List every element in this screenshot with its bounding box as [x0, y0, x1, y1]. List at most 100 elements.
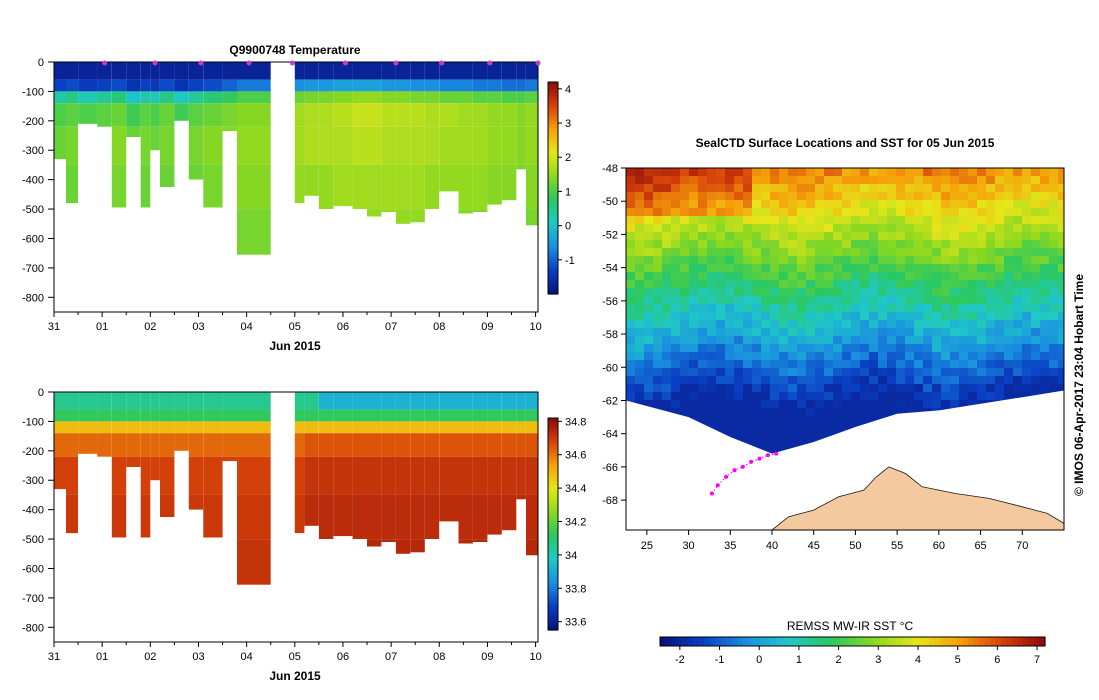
salinity-cell	[160, 421, 175, 434]
sst-colorbar-segment	[709, 637, 716, 646]
salinity-cell	[97, 409, 112, 422]
sst-cell	[716, 184, 726, 193]
sst-cell	[779, 224, 789, 233]
sst-cell	[1013, 360, 1023, 369]
sst-cell	[815, 176, 825, 185]
temperature-cell	[381, 91, 396, 104]
sst-cell	[1013, 248, 1023, 257]
temperature-colorbar-segment	[548, 255, 558, 260]
sst-cell	[770, 424, 780, 433]
profile-marker	[102, 60, 108, 66]
temperature-cell	[54, 91, 66, 104]
sst-cell	[761, 416, 771, 425]
x-tick-label: 01	[96, 651, 108, 663]
sst-cell	[734, 320, 744, 329]
salinity-cell	[318, 392, 334, 410]
sst-cell	[752, 192, 762, 201]
sst-cell	[824, 408, 834, 417]
sst-cell	[797, 376, 807, 385]
salinity-cell	[381, 433, 396, 457]
temperature-cell	[395, 209, 411, 224]
sst-cell	[626, 368, 636, 377]
sst-cell	[986, 336, 996, 345]
sst-cell	[716, 352, 726, 361]
sst-colorbar-segment	[979, 637, 986, 646]
salinity-cell	[237, 539, 271, 585]
sst-cell	[941, 256, 951, 265]
sst-cell	[734, 328, 744, 337]
sst-cell	[788, 208, 798, 217]
sst-cell	[788, 296, 798, 305]
sst-cell	[1058, 192, 1064, 201]
sst-cell	[671, 384, 681, 393]
sst-cell	[644, 184, 654, 193]
sst-cell	[752, 296, 762, 305]
temperature-colorbar-segment	[548, 131, 558, 136]
sst-cell	[860, 224, 870, 233]
sst-cell	[815, 200, 825, 209]
temperature-cell	[424, 79, 440, 92]
sst-cell	[977, 320, 987, 329]
sst-cell	[689, 336, 699, 345]
sst-colorbar-segment	[665, 637, 672, 646]
sst-colorbar-segment	[863, 637, 870, 646]
sst-cell	[788, 240, 798, 249]
sst-cell	[635, 368, 645, 377]
sst-cell	[1031, 256, 1041, 265]
sst-cell	[842, 176, 852, 185]
temperature-cell	[487, 62, 502, 80]
sst-cell	[1049, 272, 1059, 281]
temperature-cell	[473, 164, 488, 209]
salinity-cell	[473, 539, 488, 542]
salinity-colorbar-segment	[548, 485, 558, 490]
x-tick-label: 02	[144, 321, 156, 333]
sst-cell	[941, 208, 951, 217]
sst-cell	[689, 208, 699, 217]
sst-cell	[878, 336, 888, 345]
salinity-colorbar-segment	[548, 474, 558, 479]
salinity-cell	[174, 392, 189, 410]
sst-cell	[950, 304, 960, 313]
sst-cell	[761, 216, 771, 225]
salinity-cell	[516, 421, 526, 434]
sst-cell	[734, 224, 744, 233]
sst-cell	[671, 216, 681, 225]
sst-cell	[752, 256, 762, 265]
sst-cell	[698, 416, 708, 425]
sst-cell	[842, 416, 852, 425]
salinity-cell	[294, 494, 305, 534]
sst-cell	[896, 280, 906, 289]
x-tick-label: 09	[481, 651, 493, 663]
sst-cell	[869, 400, 879, 409]
salinity-colorbar-segment	[548, 432, 558, 437]
sst-cell	[761, 176, 771, 185]
sst-cell	[986, 296, 996, 305]
sst-cell	[860, 288, 870, 297]
sst-cell	[788, 328, 798, 337]
salinity-cell	[150, 409, 160, 422]
sst-cell	[851, 392, 861, 401]
sst-cell	[923, 392, 933, 401]
sst-cell	[1058, 272, 1064, 281]
temperature-cell	[367, 91, 382, 104]
sst-cell	[716, 344, 726, 353]
salinity-colorbar-segment	[548, 545, 558, 550]
salinity-colorbar-segment	[548, 495, 558, 500]
salinity-cell	[526, 494, 538, 539]
salinity-cell	[367, 392, 382, 410]
sst-cell	[734, 192, 744, 201]
sst-cell	[626, 352, 636, 361]
y-tick-label: -600	[22, 233, 44, 245]
sst-cell	[671, 408, 681, 417]
temperature-cell	[66, 91, 78, 104]
salinity-panel: 0-100-200-300-400-500-600-700-800 31 01 02…	[22, 387, 586, 683]
salinity-colorbar-segment	[548, 428, 558, 433]
sst-cell	[914, 272, 924, 281]
sst-cell	[1058, 328, 1064, 337]
sst-cell	[959, 320, 969, 329]
sst-cell	[716, 208, 726, 217]
sst-cell	[887, 176, 897, 185]
temperature-colorbar-segment	[548, 233, 558, 239]
sst-cell	[707, 376, 717, 385]
sst-cell	[1013, 304, 1023, 313]
